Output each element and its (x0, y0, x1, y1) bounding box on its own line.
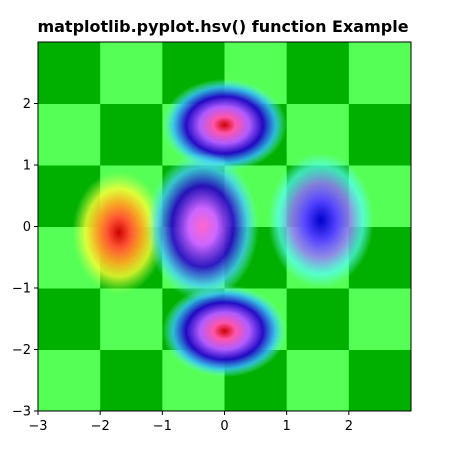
checker-cell (286, 349, 350, 411)
checker-cell (348, 42, 411, 104)
checker-cell (100, 349, 163, 411)
x-tick-label: −1 (153, 419, 172, 434)
checker-cell (100, 288, 163, 350)
checker-cell (286, 288, 350, 350)
checker-cell (348, 349, 411, 411)
field-blob (72, 171, 166, 295)
checker-cell (100, 103, 163, 166)
field-blob (162, 284, 287, 378)
axes: −3 −2 −1 0 1 2 −3 −2 −1 0 1 2 (12, 41, 412, 434)
checker-cell (38, 349, 101, 411)
checker-cell (348, 103, 411, 166)
x-tick-label: −2 (91, 419, 110, 434)
checker-cell (38, 103, 101, 166)
checker-cell (286, 42, 350, 104)
y-tick-label: 1 (23, 159, 31, 174)
y-tick-label: −3 (12, 405, 31, 420)
y-tick-label: −2 (12, 343, 31, 358)
y-tick-label: 0 (23, 220, 31, 235)
field-blob (146, 152, 259, 301)
y-tick-label: 2 (23, 97, 31, 112)
x-tick-label: −3 (28, 419, 47, 434)
y-tick-label: −1 (12, 282, 31, 297)
x-tick-label: 1 (283, 419, 291, 434)
field-blob (268, 152, 374, 288)
checker-cell (100, 42, 163, 104)
field-blob (162, 78, 287, 172)
x-tick-label: 2 (345, 419, 353, 434)
chart-title: matplotlib.pyplot.hsv() function Example (37, 17, 408, 36)
x-tick-label: 0 (220, 419, 228, 434)
checker-cell (348, 288, 411, 350)
checker-cell (38, 42, 101, 104)
plot-area (38, 42, 411, 411)
checker-cell (38, 288, 101, 350)
